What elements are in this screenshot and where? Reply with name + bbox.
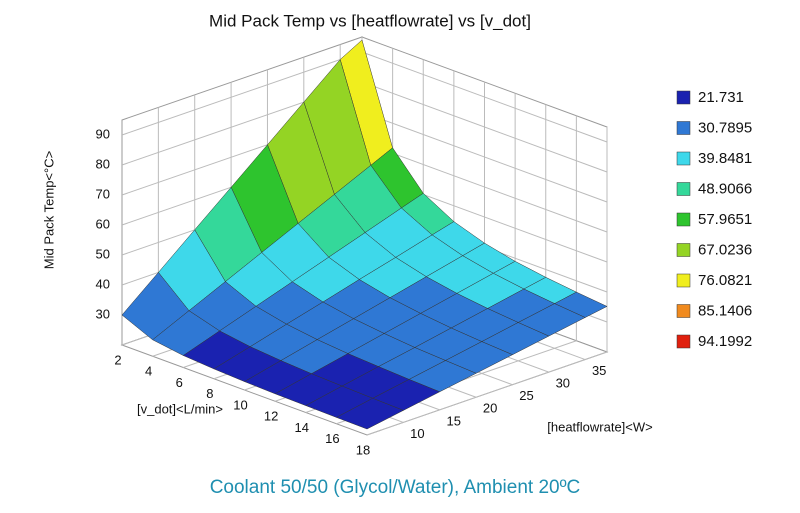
z-tick-label: 50	[96, 246, 110, 261]
legend-label: 85.1406	[698, 302, 752, 319]
legend-swatch	[676, 121, 691, 135]
legend-swatch	[676, 243, 691, 257]
y-tick-label: 30	[556, 376, 570, 391]
x-tick-label: 14	[295, 420, 309, 435]
grid-line	[121, 51, 363, 136]
x-tick-label: 18	[356, 442, 370, 457]
surface-cell	[335, 398, 405, 430]
y-tick-label: 15	[446, 413, 460, 428]
z-tick-label: 40	[96, 276, 110, 291]
legend-swatch	[676, 212, 691, 227]
legend-swatch	[676, 273, 691, 288]
legend-label: 57.9651	[698, 211, 752, 228]
legend-swatch	[676, 182, 691, 196]
y-tick-label: 25	[519, 388, 533, 403]
x-tick-label: 12	[264, 409, 278, 424]
legend-label: 94.1992	[698, 333, 752, 350]
x-tick-label: 16	[325, 431, 339, 446]
x-axis-label: [v_dot]<L/min>	[137, 401, 223, 416]
chart-title: Mid Pack Temp vs [heatflowrate] vs [v_do…	[209, 11, 531, 30]
z-tick-label: 80	[96, 156, 110, 171]
legend-label: 76.0821	[698, 272, 752, 289]
legend-label: 30.7895	[698, 119, 752, 136]
x-tick-label: 2	[114, 352, 121, 367]
grid-line	[366, 351, 608, 436]
x-tick-label: 8	[206, 386, 213, 401]
z-tick-label: 70	[96, 186, 110, 201]
legend-swatch	[676, 304, 691, 318]
chart-subtitle: Coolant 50/50 (Glycol/Water), Ambient 20…	[210, 477, 581, 498]
y-tick-label: 20	[483, 401, 497, 416]
z-tick-label: 60	[96, 216, 110, 231]
legend-swatch	[676, 90, 691, 105]
z-axis-label: Mid Pack Temp<°C>	[41, 151, 56, 269]
legend-label: 48.9066	[698, 180, 752, 197]
legend-label: 39.8481	[698, 150, 752, 167]
x-tick-label: 6	[176, 375, 183, 390]
y-tick-label: 10	[410, 426, 424, 441]
z-tick-label: 90	[96, 126, 110, 141]
legend-swatch	[676, 334, 691, 349]
legend-label: 21.731	[698, 89, 744, 106]
legend-label: 67.0236	[698, 241, 752, 258]
y-tick-label: 35	[592, 363, 606, 378]
y-axis-label: [heatflowrate]<W>	[547, 419, 653, 434]
x-tick-label: 4	[145, 364, 152, 379]
z-tick-label: 30	[96, 306, 110, 321]
legend-swatch	[676, 151, 691, 166]
x-tick-label: 10	[233, 397, 247, 412]
